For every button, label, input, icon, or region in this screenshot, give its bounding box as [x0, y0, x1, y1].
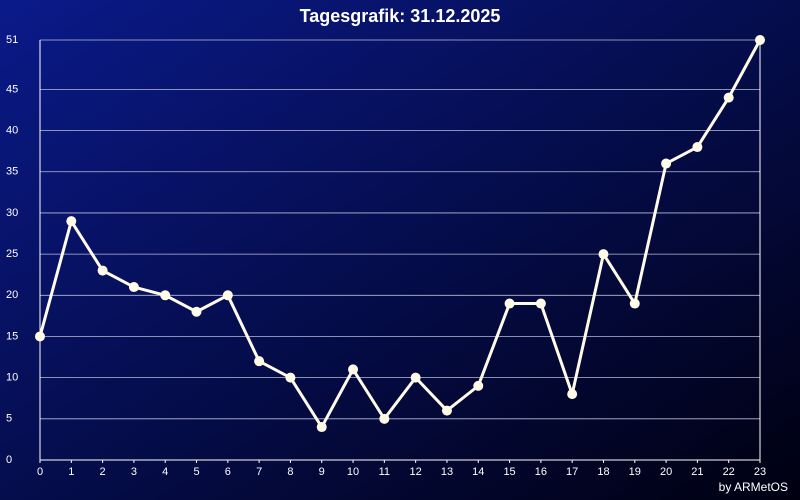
y-tick-label: 40	[6, 124, 18, 136]
x-tick-label: 5	[193, 466, 199, 478]
y-tick-label: 0	[6, 454, 12, 466]
chart-title: Tagesgrafik: 31.12.2025	[300, 6, 501, 26]
x-tick-label: 15	[503, 466, 515, 478]
data-point	[160, 290, 171, 301]
x-tick-label: 7	[256, 466, 262, 478]
y-tick-label: 45	[6, 83, 18, 95]
x-tick-label: 1	[68, 466, 74, 478]
x-tick-label: 23	[754, 466, 766, 478]
data-point	[755, 35, 765, 45]
x-tick-label: 4	[162, 466, 168, 478]
x-tick-label: 21	[691, 466, 703, 478]
y-tick-label: 51	[6, 34, 18, 46]
data-point	[629, 298, 640, 309]
x-tick-label: 17	[566, 466, 578, 478]
data-point	[191, 306, 202, 317]
data-point	[567, 389, 578, 400]
data-point	[504, 298, 515, 309]
data-point	[598, 249, 609, 260]
x-tick-label: 11	[379, 466, 390, 478]
data-point	[254, 356, 265, 367]
data-point	[128, 282, 139, 293]
data-point	[348, 364, 359, 375]
x-tick-label: 18	[597, 466, 609, 478]
data-point	[285, 372, 296, 383]
data-point	[379, 413, 390, 424]
x-tick-label: 2	[100, 466, 106, 478]
y-tick-label: 15	[6, 330, 18, 342]
footer: by ARMetOS	[719, 480, 788, 494]
x-tick-label: 0	[37, 466, 43, 478]
y-tick-label: 5	[6, 413, 12, 425]
data-point	[661, 158, 672, 169]
data-point	[97, 265, 108, 276]
x-tick-label: 10	[347, 466, 359, 478]
data-point	[473, 380, 484, 391]
x-tick-label: 13	[441, 466, 453, 478]
x-tick-label: 9	[319, 466, 325, 478]
x-tick-label: 20	[660, 466, 672, 478]
data-point	[692, 142, 703, 153]
x-tick-label: 14	[472, 466, 484, 478]
x-tick-label: 3	[131, 466, 137, 478]
x-tick-label: 22	[723, 466, 735, 478]
y-tick-label: 20	[6, 289, 18, 301]
data-point	[535, 298, 546, 309]
data-line	[38, 39, 762, 429]
x-tick-label: 12	[410, 466, 422, 478]
data-point	[316, 422, 327, 433]
x-tick-label: 19	[629, 466, 641, 478]
y-tick-label: 25	[6, 248, 18, 260]
data-point	[723, 92, 734, 103]
data-point	[222, 290, 233, 301]
y-tick-label: 30	[6, 207, 18, 219]
data-point	[66, 216, 77, 227]
x-tick-label: 8	[287, 466, 293, 478]
data-point	[35, 331, 45, 342]
x-tick-label: 6	[225, 466, 231, 478]
x-tick-label: 16	[535, 466, 547, 478]
y-tick-label: 10	[6, 372, 18, 384]
data-point	[410, 372, 421, 383]
data-point	[441, 405, 452, 416]
y-tick-label: 35	[6, 166, 18, 178]
